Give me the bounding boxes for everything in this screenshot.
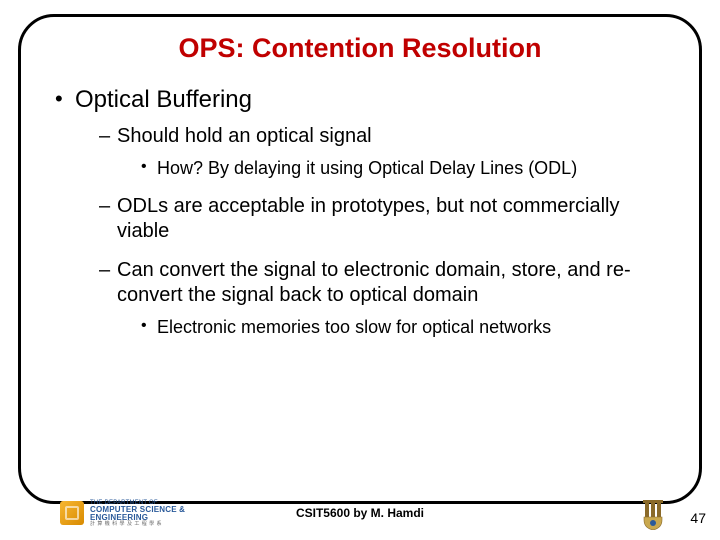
bullet-list-level2: Should hold an optical signal How? By de… — [75, 124, 671, 338]
slide: OPS: Contention Resolution Optical Buffe… — [0, 0, 720, 540]
bullet-l3-text: How? By delaying it using Optical Delay … — [157, 158, 577, 178]
bullet-list-level3: How? By delaying it using Optical Delay … — [117, 157, 671, 180]
university-crest-icon — [640, 498, 666, 530]
bullet-l3-item: How? By delaying it using Optical Delay … — [141, 157, 671, 180]
bullet-l2-item: Can convert the signal to electronic dom… — [99, 258, 671, 339]
bullet-l2-text: Should hold an optical signal — [117, 125, 372, 147]
footer: THE DEPARTMENT OF COMPUTER SCIENCE & ENG… — [0, 494, 720, 540]
bullet-l2-text: ODLs are acceptable in prototypes, but n… — [117, 195, 619, 242]
bullet-l1-item: Optical Buffering Should hold an optical… — [55, 86, 671, 338]
page-number: 47 — [690, 510, 706, 526]
dept-line-cn: 計 算 機 科 學 及 工 程 學 系 — [90, 522, 185, 527]
slide-title: OPS: Contention Resolution — [49, 33, 671, 64]
bullet-l2-item: Should hold an optical signal How? By de… — [99, 124, 671, 180]
slide-frame: OPS: Contention Resolution Optical Buffe… — [18, 14, 702, 504]
bullet-l1-text: Optical Buffering — [75, 86, 252, 113]
bullet-l2-text: Can convert the signal to electronic dom… — [117, 259, 631, 306]
bullet-list-level3: Electronic memories too slow for optical… — [117, 316, 671, 339]
bullet-l3-item: Electronic memories too slow for optical… — [141, 316, 671, 339]
bullet-l3-text: Electronic memories too slow for optical… — [157, 317, 551, 337]
footer-center-text: CSIT5600 by M. Hamdi — [0, 506, 720, 520]
bullet-l2-item: ODLs are acceptable in prototypes, but n… — [99, 194, 671, 244]
bullet-list-level1: Optical Buffering Should hold an optical… — [49, 86, 671, 338]
